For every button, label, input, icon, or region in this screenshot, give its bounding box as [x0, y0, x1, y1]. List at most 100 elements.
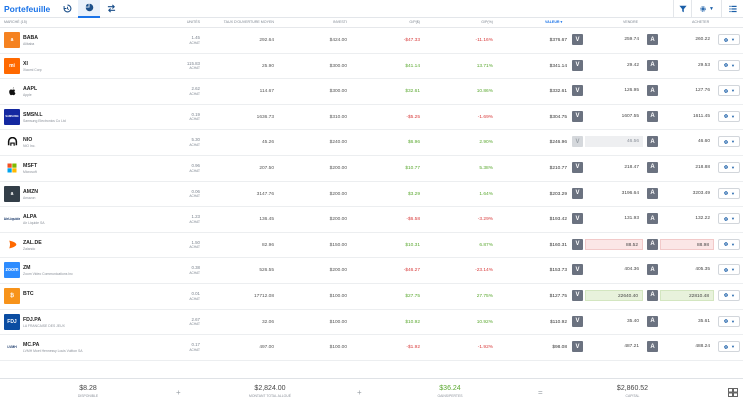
sell-price[interactable]: 126.95 — [624, 88, 639, 94]
buy-button[interactable]: A — [647, 34, 658, 45]
sell-button[interactable]: V — [572, 187, 583, 199]
row-settings-button[interactable]: ▼ — [718, 161, 740, 173]
row-settings-button[interactable]: ▼ — [718, 315, 740, 327]
sell-price[interactable]: 88.52 — [585, 238, 643, 250]
sell-price[interactable]: 218.47 — [624, 164, 639, 170]
calculator-icon[interactable] — [728, 388, 738, 397]
market-symbol[interactable]: MC.PA — [23, 342, 40, 349]
sell-button[interactable]: V — [572, 315, 583, 327]
row-settings-button[interactable]: ▼ — [718, 213, 740, 225]
market-symbol[interactable]: BTC — [23, 290, 34, 297]
buy-price[interactable]: 405.35 — [695, 267, 710, 273]
buy-button[interactable]: A — [647, 187, 658, 199]
settings-button[interactable]: ▼ — [691, 0, 721, 18]
buy-price[interactable]: 3203.49 — [692, 190, 710, 196]
table-row[interactable]: ZAL.DE Zalando 1.50 ACHAT 82.96 $150.00 $10.31… — [0, 233, 743, 259]
table-row[interactable]: a BABA Alibaba 1.45 ACHAT 292.64 $424.00 -$47.3… — [0, 28, 743, 54]
sell-price[interactable]: 3196.64 — [621, 190, 639, 196]
market-symbol[interactable]: ZM — [23, 265, 31, 272]
table-row[interactable]: ₿ BTC 0.01 ACHAT 17712.08 $100.00 $27.75 27.75%… — [0, 284, 743, 310]
buy-button[interactable]: A — [647, 341, 658, 353]
buy-price[interactable]: 488.24 — [695, 344, 710, 350]
buy-price[interactable]: 35.61 — [697, 318, 710, 324]
table-row[interactable]: SAMSUNG SMSN.L Samsung Electronics Co Ltd 0… — [0, 105, 743, 131]
market-symbol[interactable]: AAPL — [23, 86, 38, 93]
column-investi[interactable]: INVESTI — [333, 20, 347, 24]
sell-button[interactable]: V — [572, 213, 583, 225]
buy-button[interactable]: A — [647, 59, 658, 71]
column-valeur[interactable]: VALEUR ▾ — [545, 20, 562, 24]
row-settings-button[interactable]: ▼ — [718, 341, 740, 353]
sell-price[interactable]: 46.56 — [585, 136, 643, 148]
buy-button[interactable]: A — [647, 213, 658, 225]
row-settings-button[interactable]: ▼ — [718, 85, 740, 97]
sell-price[interactable]: 259.74 — [624, 37, 639, 42]
sell-price[interactable]: 487.21 — [624, 344, 639, 350]
sell-button[interactable]: V — [572, 136, 583, 148]
row-settings-button[interactable]: ▼ — [718, 136, 740, 148]
buy-button[interactable]: A — [647, 136, 658, 148]
table-row[interactable]: AirLiquide ALPA Air Liquide SA 1.23 ACHAT 136… — [0, 207, 743, 233]
sell-button[interactable]: V — [572, 341, 583, 353]
table-row[interactable]: LVMH MC.PA LVMH Moet Hennessy Louis Vuitto… — [0, 335, 743, 361]
sell-price[interactable]: 404.36 — [624, 267, 639, 273]
market-symbol[interactable]: ALPA — [23, 214, 37, 221]
buy-price[interactable]: 260.22 — [695, 37, 710, 42]
sell-price[interactable]: 131.93 — [624, 216, 639, 222]
buy-button[interactable]: A — [647, 85, 658, 97]
filter-button[interactable] — [673, 0, 691, 18]
market-symbol[interactable]: AMZN — [23, 188, 38, 195]
table-row[interactable]: FDJ FDJ.PA LA FRANCAISE DES JEUX 2.67 ACHAT 3… — [0, 310, 743, 336]
tab-transfer[interactable] — [100, 0, 122, 18]
column-gp-pct[interactable]: G/P(%) — [481, 20, 493, 24]
column-gp-dollar[interactable]: G/P($) — [409, 20, 420, 24]
sell-button[interactable]: V — [572, 289, 583, 301]
table-row[interactable]: mi XI Xiaomi Corp 115.83 ACHAT 25.90 $300.00 $4… — [0, 54, 743, 80]
sell-button[interactable]: V — [572, 34, 583, 45]
sell-button[interactable]: V — [572, 110, 583, 122]
sell-button[interactable]: V — [572, 161, 583, 173]
table-row[interactable]: MSFT Microsoft 0.96 ACHAT 207.50 $200.00 $10.7… — [0, 156, 743, 182]
buy-price[interactable]: 1611.45 — [693, 113, 710, 119]
table-row[interactable]: zoom ZM Zoom Video Communications Inc 0.38 A… — [0, 258, 743, 284]
buy-button[interactable]: A — [647, 264, 658, 276]
market-symbol[interactable]: MSFT — [23, 162, 38, 169]
row-settings-button[interactable]: ▼ — [718, 187, 740, 199]
table-row[interactable]: NIO NIO Inc. 5.30 ACHAT 45.26 $240.00 $6.96 2.9… — [0, 130, 743, 156]
buy-button[interactable]: A — [647, 110, 658, 122]
market-symbol[interactable]: NIO — [23, 137, 33, 144]
table-row[interactable]: a AMZN Amazon 0.06 ACHAT 3147.76 $200.00 $3.29 1… — [0, 182, 743, 208]
market-symbol[interactable]: SMSN.L — [23, 111, 43, 118]
sell-price[interactable]: 22640.40 — [585, 289, 643, 301]
row-settings-button[interactable]: ▼ — [718, 238, 740, 250]
buy-button[interactable]: A — [647, 161, 658, 173]
column-taux[interactable]: TAUX D'OUVERTURE MOYEN — [223, 20, 274, 24]
buy-price[interactable]: 127.76 — [695, 88, 710, 94]
buy-price[interactable]: 22810.48 — [660, 289, 714, 301]
sell-price[interactable]: 29.42 — [626, 62, 639, 68]
column-units[interactable]: UNITÉS — [186, 20, 200, 24]
sell-price[interactable]: 1607.55 — [621, 113, 639, 119]
list-view-button[interactable] — [721, 0, 743, 18]
sell-price[interactable]: 35.40 — [626, 318, 639, 324]
row-settings-button[interactable]: ▼ — [718, 34, 740, 45]
buy-price[interactable]: 218.88 — [695, 164, 710, 170]
tab-pie-chart[interactable] — [78, 0, 100, 18]
sell-button[interactable]: V — [572, 59, 583, 71]
buy-button[interactable]: A — [647, 238, 658, 250]
buy-price[interactable]: 29.53 — [697, 62, 710, 68]
table-row[interactable]: AAPL Apple 2.62 ACHAT 114.67 $300.00 $32.61 10.… — [0, 79, 743, 105]
buy-price[interactable]: 46.60 — [697, 139, 710, 145]
market-symbol[interactable]: BABA — [23, 35, 38, 41]
buy-button[interactable]: A — [647, 315, 658, 327]
tab-history[interactable] — [56, 0, 78, 18]
row-settings-button[interactable]: ▼ — [718, 59, 740, 71]
buy-price[interactable]: 132.22 — [695, 216, 710, 222]
row-settings-button[interactable]: ▼ — [718, 264, 740, 276]
column-market[interactable]: MARCHÉ (15) — [4, 20, 27, 24]
row-settings-button[interactable]: ▼ — [718, 289, 740, 301]
buy-button[interactable]: A — [647, 289, 658, 301]
market-symbol[interactable]: FDJ.PA — [23, 316, 42, 323]
market-symbol[interactable]: ZAL.DE — [23, 239, 42, 246]
row-settings-button[interactable]: ▼ — [718, 110, 740, 122]
